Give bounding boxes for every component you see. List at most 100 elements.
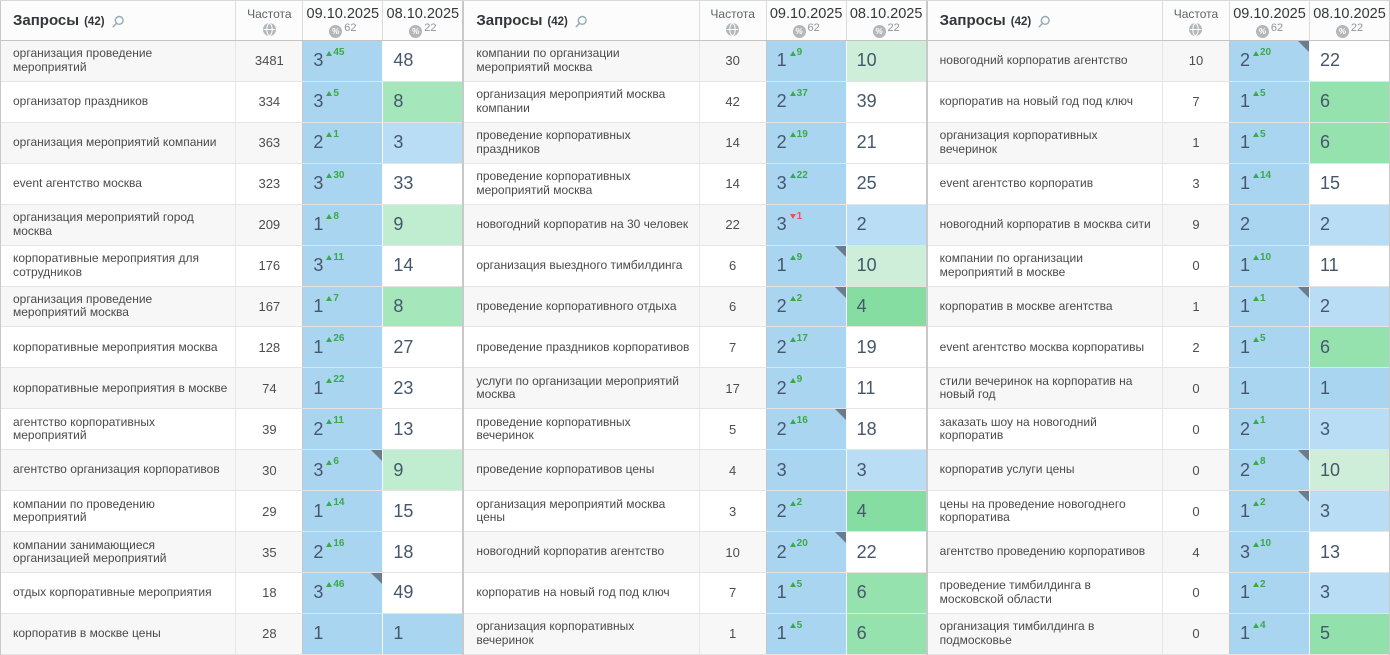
- position-cell-date2[interactable]: 3: [1309, 572, 1389, 613]
- position-cell-date1[interactable]: 1 14: [303, 491, 384, 532]
- query-cell[interactable]: корпоратив на новый год под ключ: [464, 572, 700, 613]
- query-cell[interactable]: корпоратив на новый год под ключ: [928, 81, 1163, 122]
- position-cell-date1[interactable]: 2 20: [766, 532, 847, 572]
- date-header-2[interactable]: 08.10.2025 % 22: [847, 1, 926, 40]
- query-cell[interactable]: организация корпоративных вечеринок: [927, 122, 1163, 163]
- query-cell[interactable]: event агентство москва корпоративы: [928, 327, 1163, 368]
- position-cell-date1[interactable]: 1 14: [1229, 163, 1310, 204]
- position-cell-date2[interactable]: 4: [846, 491, 926, 532]
- search-icon[interactable]: [574, 15, 588, 29]
- query-cell[interactable]: стили вечеринок на корпоратив на новый г…: [927, 368, 1163, 409]
- query-cell[interactable]: услуги по организации мероприятий москва: [464, 368, 700, 409]
- date-header-1[interactable]: 09.10.2025 % 62: [767, 1, 847, 40]
- position-cell-date1[interactable]: 2 19: [766, 122, 847, 163]
- position-cell-date2[interactable]: 6: [1309, 327, 1389, 368]
- query-cell[interactable]: организация выездного тимбилдинга: [464, 245, 700, 286]
- query-cell[interactable]: цены на проведение новогоднего корпорати…: [928, 491, 1163, 532]
- query-cell[interactable]: организация мероприятий москва цены: [464, 491, 700, 532]
- query-cell[interactable]: компании занимающиеся организацией мероп…: [1, 532, 237, 572]
- position-cell-date2[interactable]: 11: [1309, 245, 1389, 286]
- date-header-2[interactable]: 08.10.2025 % 22: [1310, 1, 1389, 40]
- position-cell-date2[interactable]: 18: [846, 409, 926, 450]
- query-cell[interactable]: новогодний корпоратив агентство: [464, 532, 700, 572]
- query-cell[interactable]: организация проведение мероприятий москв…: [1, 286, 237, 327]
- position-cell-date1[interactable]: 2 37: [766, 81, 847, 122]
- position-cell-date1[interactable]: 3 46: [303, 572, 384, 613]
- position-cell-date2[interactable]: 3: [846, 450, 926, 491]
- position-cell-date2[interactable]: 2: [1309, 286, 1389, 327]
- position-cell-date2[interactable]: 2: [846, 204, 926, 245]
- position-cell-date2[interactable]: 13: [383, 409, 463, 450]
- position-cell-date1[interactable]: 3 30: [303, 163, 384, 204]
- position-cell-date2[interactable]: 6: [846, 572, 926, 613]
- query-cell[interactable]: компании по организации мероприятий в мо…: [928, 245, 1163, 286]
- date-header-1[interactable]: 09.10.2025 % 62: [1230, 1, 1310, 40]
- position-cell-date2[interactable]: 15: [1309, 163, 1389, 204]
- query-cell[interactable]: корпоративные мероприятия для сотруднико…: [1, 245, 237, 286]
- query-cell[interactable]: организация тимбилдинга в подмосковье: [927, 613, 1163, 654]
- date-header-2[interactable]: 08.10.2025 % 22: [383, 1, 462, 40]
- position-cell-date2[interactable]: 6: [1309, 81, 1389, 122]
- query-cell[interactable]: event агентство москва: [1, 163, 237, 204]
- query-cell[interactable]: организатор праздников: [1, 81, 237, 122]
- date-header-1[interactable]: 09.10.2025 % 62: [303, 1, 384, 40]
- position-cell-date2[interactable]: 3: [1309, 409, 1389, 450]
- query-cell[interactable]: компании по проведению мероприятий: [1, 491, 237, 532]
- position-cell-date2[interactable]: 5: [1309, 613, 1389, 654]
- position-cell-date2[interactable]: 18: [383, 532, 463, 572]
- search-icon[interactable]: [1037, 15, 1051, 29]
- query-cell[interactable]: event агентство корпоратив: [928, 163, 1163, 204]
- position-cell-date1[interactable]: 2 17: [766, 327, 847, 368]
- position-cell-date2[interactable]: 49: [383, 572, 463, 613]
- frequency-header[interactable]: Частота: [236, 1, 304, 40]
- query-cell[interactable]: корпоратив услуги цены: [927, 450, 1163, 491]
- position-cell-date1[interactable]: 2 11: [303, 409, 384, 450]
- query-cell[interactable]: организация мероприятий компании: [1, 122, 237, 163]
- position-cell-date2[interactable]: 1: [383, 613, 463, 654]
- position-cell-date2[interactable]: 10: [846, 41, 926, 81]
- query-cell[interactable]: корпоратив в москве цены: [1, 613, 237, 654]
- position-cell-date1[interactable]: 2 16: [766, 409, 847, 450]
- position-cell-date2[interactable]: 23: [383, 368, 463, 409]
- query-cell[interactable]: новогодний корпоратив в москва сити: [927, 204, 1163, 245]
- query-cell[interactable]: проведение корпоративных вечеринок: [464, 409, 700, 450]
- query-cell[interactable]: новогодний корпоратив на 30 человек: [464, 204, 700, 245]
- position-cell-date2[interactable]: 8: [383, 286, 463, 327]
- position-cell-date1[interactable]: 3: [766, 450, 847, 491]
- position-cell-date1[interactable]: 2 20: [1229, 41, 1310, 81]
- position-cell-date2[interactable]: 48: [383, 41, 463, 81]
- position-cell-date2[interactable]: 1: [1309, 368, 1389, 409]
- position-cell-date2[interactable]: 2: [1309, 204, 1389, 245]
- position-cell-date2[interactable]: 13: [1309, 532, 1389, 572]
- query-cell[interactable]: агентство организация корпоративов: [1, 450, 237, 491]
- position-cell-date2[interactable]: 8: [383, 81, 463, 122]
- position-cell-date2[interactable]: 11: [846, 368, 926, 409]
- query-cell[interactable]: корпоративные мероприятия в москве: [1, 368, 237, 409]
- position-cell-date2[interactable]: 33: [383, 163, 463, 204]
- position-cell-date2[interactable]: 22: [1309, 41, 1389, 81]
- query-cell[interactable]: корпоратив в москве агентства: [927, 286, 1163, 327]
- position-cell-date1[interactable]: 1 22: [303, 368, 384, 409]
- query-cell[interactable]: отдых корпоративные мероприятия: [1, 572, 237, 613]
- position-cell-date2[interactable]: 14: [383, 245, 463, 286]
- position-cell-date1[interactable]: 2: [1229, 204, 1310, 245]
- position-cell-date2[interactable]: 9: [383, 204, 463, 245]
